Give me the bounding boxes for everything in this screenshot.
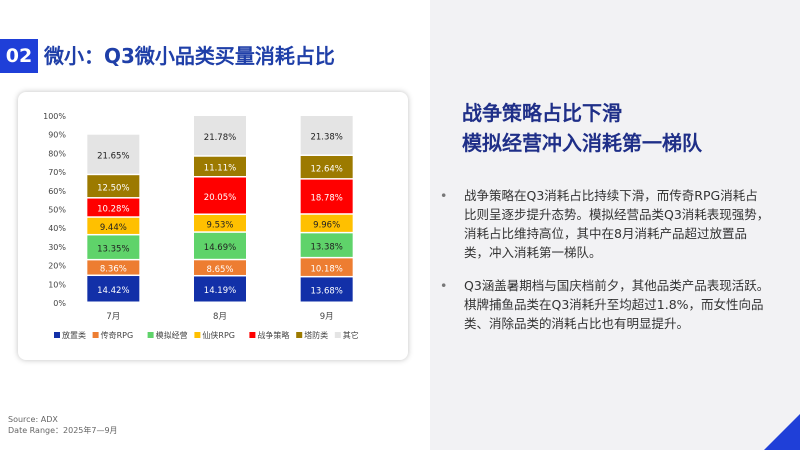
bar-segment (194, 276, 246, 302)
data-label: 8.65% (206, 265, 233, 275)
data-label: 14.69% (204, 243, 236, 253)
y-tick-label: 70% (48, 168, 66, 177)
data-label: 13.68% (310, 287, 342, 297)
y-tick-label: 30% (48, 243, 66, 252)
bullet-icon: • (440, 278, 448, 293)
section-title: 微小：Q3微小品类买量消耗占比 (44, 44, 335, 68)
x-tick-label: 8月 (213, 312, 227, 322)
legend-label: 放置类 (62, 330, 86, 340)
date-range-line: Date Range：2025年7—9月 (8, 426, 118, 435)
y-tick-label: 10% (48, 280, 66, 289)
bar-segment (300, 258, 353, 276)
bar-segment (87, 217, 140, 234)
y-tick-label: 0% (53, 299, 66, 308)
bar-segment (87, 235, 140, 259)
bar-segment (300, 116, 353, 155)
data-label: 13.38% (310, 242, 342, 252)
bar-segment (300, 233, 353, 257)
bullet-text: 战争策略在Q3消耗占比持续下滑，而传奇RPG消耗占比则呈逐步提升态势。模拟经营品… (464, 188, 770, 260)
data-label: 21.78% (204, 133, 236, 143)
bullet-item: • Q3涵盖暑期档与国庆档前夕，其他品类产品表现活跃。棋牌捕鱼品类在Q3消耗升至均… (440, 276, 770, 333)
x-tick-label: 7月 (106, 312, 120, 322)
data-label: 8.36% (100, 265, 127, 275)
bar-segment (194, 214, 246, 232)
legend-label: 战争策略 (257, 330, 289, 340)
y-tick-label: 90% (48, 131, 66, 140)
data-label: 13.35% (97, 244, 129, 254)
data-label: 12.50% (97, 183, 129, 193)
y-tick-label: 50% (48, 206, 66, 215)
bullet-icon: • (440, 188, 448, 203)
bar-segment (300, 214, 353, 232)
bullet-list: • 战争策略在Q3消耗占比持续下滑，而传奇RPG消耗占比则呈逐步提升态势。模拟经营… (440, 186, 770, 347)
legend-swatch (296, 332, 303, 338)
legend-swatch (92, 332, 99, 338)
bar-segment (87, 175, 140, 198)
legend-swatch (54, 332, 60, 338)
y-tick-label: 40% (48, 224, 66, 233)
legend-swatch (249, 332, 256, 338)
data-label: 14.42% (97, 286, 129, 296)
bar-segment (87, 260, 140, 275)
data-label: 20.05% (204, 193, 236, 203)
corner-decoration (764, 414, 800, 450)
source-line: Source: ADX (8, 415, 58, 424)
bar-segment (87, 276, 140, 302)
data-label: 14.19% (204, 286, 236, 296)
legend-swatch (147, 332, 154, 338)
data-label: 18.78% (310, 194, 342, 204)
right-panel (430, 0, 800, 450)
legend-swatch (194, 332, 201, 338)
legend-swatch (334, 332, 341, 338)
bullet-text: Q3涵盖暑期档与国庆档前夕，其他品类产品表现活跃。棋牌捕鱼品类在Q3消耗升至均超… (464, 278, 770, 331)
x-tick-label: 9月 (320, 312, 334, 322)
data-label: 11.11% (204, 164, 236, 174)
legend-label: 仙侠RPG (202, 330, 235, 340)
bar-segment (300, 277, 353, 302)
data-label: 10.28% (97, 205, 129, 215)
bar-segment (87, 134, 140, 174)
data-label: 9.53% (206, 220, 233, 230)
legend-label: 模拟经营 (156, 330, 188, 340)
chart-card: 0% 10% 20% 30% 40% 50% 60% 70% 80% 90% 100% 14.42% 8… (18, 92, 408, 360)
data-label: 10.18% (310, 264, 342, 274)
legend-label: 塔防类 (304, 330, 328, 340)
section-number-badge: 02 (0, 39, 38, 73)
bar-segment (87, 198, 140, 217)
y-tick-label: 100% (43, 112, 66, 121)
y-tick-label: 80% (48, 149, 66, 158)
bar-segment (194, 232, 246, 259)
bar-segment (300, 179, 353, 214)
data-label: 21.38% (310, 132, 342, 142)
data-label: 12.64% (310, 164, 342, 174)
data-label: 9.44% (100, 223, 127, 233)
bar-segment (194, 260, 246, 275)
source-note: Source: ADX Date Range：2025年7—9月 (8, 414, 118, 436)
headline: 战争策略占比下滑 模拟经营冲入消耗第一梯队 (462, 98, 702, 158)
y-tick-label: 20% (48, 262, 66, 271)
legend-label: 其它 (343, 330, 359, 340)
data-label: 21.65% (97, 151, 129, 161)
y-tick-label: 60% (48, 187, 66, 196)
headline-line-2: 模拟经营冲入消耗第一梯队 (462, 131, 702, 155)
headline-line-1: 战争策略占比下滑 (462, 101, 622, 125)
bar-segment (194, 156, 246, 177)
bullet-item: • 战争策略在Q3消耗占比持续下滑，而传奇RPG消耗占比则呈逐步提升态势。模拟经营… (440, 186, 770, 262)
bar-segment (194, 116, 246, 156)
bar-segment (194, 177, 246, 214)
bar-segment (300, 155, 353, 179)
stacked-bar-chart: 0% 10% 20% 30% 40% 50% 60% 70% 80% 90% 100% 14.42% 8… (43, 112, 359, 340)
data-label: 9.96% (313, 221, 340, 231)
legend-label: 传奇RPG (101, 330, 134, 340)
